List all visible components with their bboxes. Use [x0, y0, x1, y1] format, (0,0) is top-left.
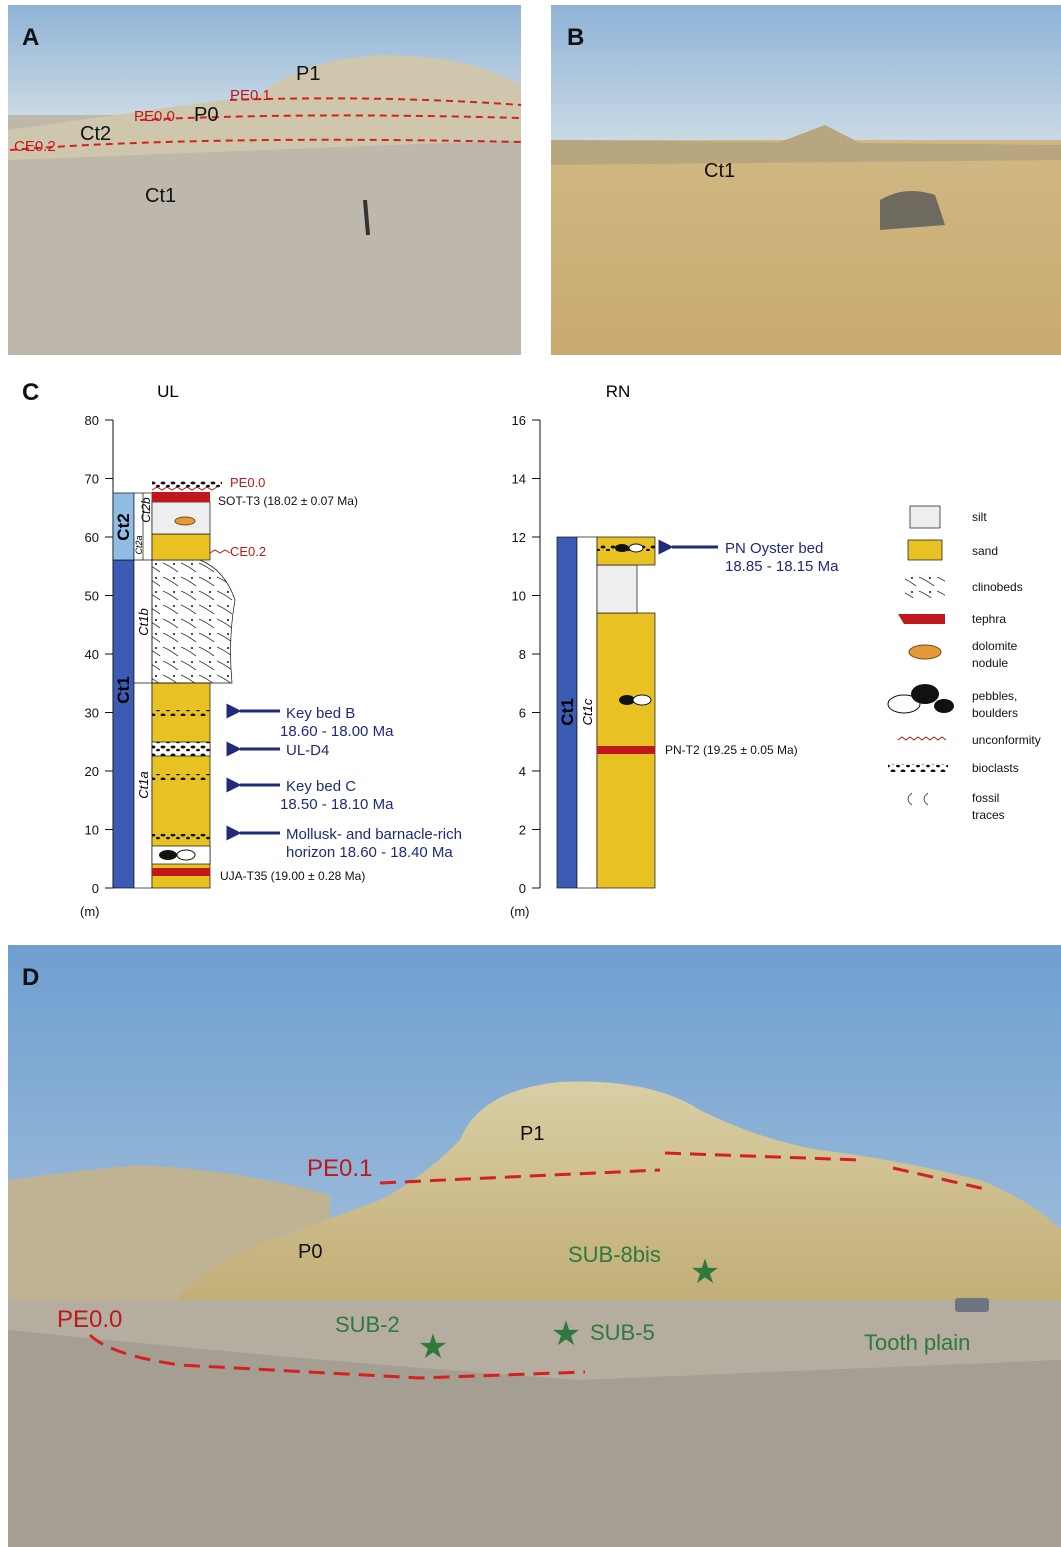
arrow-label: 18.60 - 18.00 Ma — [280, 723, 394, 740]
tick-label: 40 — [85, 647, 99, 662]
legend-label: dolomite — [972, 639, 1018, 653]
tick-label: 10 — [512, 589, 526, 604]
star: ★ — [551, 1315, 581, 1353]
photo-d: D P1 PE0.1 P0 PE0.0 SUB-8bis SUB-2 SUB-5… — [8, 945, 1061, 1547]
panel-label: B — [567, 24, 584, 51]
annotation: PE0.0 — [134, 108, 175, 125]
annotation: CE0.2 — [14, 138, 56, 155]
unit-label: (m) — [510, 904, 530, 919]
formation-label: Ct2 — [114, 513, 133, 540]
photo-b: B Ct1 — [551, 5, 1061, 355]
arrow-label: 18.85 - 18.15 Ma — [725, 558, 839, 575]
column-title: RN — [606, 382, 631, 401]
legend-label: sand — [972, 544, 998, 558]
tick-label: 0 — [519, 881, 526, 896]
tick-label: 12 — [512, 530, 526, 545]
figure: A P1 PE0.1 PE0.0 P0 Ct2 CE0.2 Ct1 B Ct1 … — [0, 0, 1061, 1547]
arrow-label: Key bed B — [286, 705, 355, 722]
annotation: Ct1 — [704, 160, 735, 182]
note: UJA-T35 (19.00 ± 0.28 Ma) — [220, 869, 365, 883]
tick-label: 0 — [92, 881, 99, 896]
subunit-label: Ct1a — [136, 771, 151, 798]
vehicle — [955, 1298, 989, 1312]
tick-label: 60 — [85, 530, 99, 545]
tick-label: 70 — [85, 472, 99, 487]
annotation: PE0.0 — [57, 1306, 122, 1333]
annotation: SUB-2 — [335, 1312, 400, 1337]
tick-label: 8 — [519, 647, 526, 662]
annotation: PE0.1 — [307, 1155, 372, 1182]
note: CE0.2 — [230, 544, 266, 559]
tick-label: 10 — [85, 823, 99, 838]
legend-label: boulders — [972, 706, 1018, 720]
note: SOT-T3 (18.02 ± 0.07 Ma) — [218, 494, 358, 508]
subunit-label: Ct1b — [136, 608, 151, 635]
legend-label: unconformity — [972, 733, 1041, 747]
tick-label: 80 — [85, 413, 99, 428]
tick-label: 16 — [512, 413, 526, 428]
annotation: Ct1 — [145, 185, 176, 207]
tick-label: 14 — [512, 472, 526, 487]
note: PE0.0 — [230, 475, 265, 490]
legend-label: bioclasts — [972, 761, 1019, 775]
panel-label: D — [22, 964, 39, 991]
legend-label: clinobeds — [972, 580, 1023, 594]
star: ★ — [690, 1253, 720, 1291]
tick-label: 50 — [85, 589, 99, 604]
annotation: SUB-5 — [590, 1320, 655, 1345]
arrow-label: Mollusk- and barnacle-rich — [286, 826, 462, 843]
star: ★ — [418, 1328, 448, 1366]
stratigraphic-columns: C UL RN (m) (m) Ct1 Ct2 Ct1a Ct1b Ct2a C… — [22, 379, 1041, 919]
photo-a: A P1 PE0.1 PE0.0 P0 Ct2 CE0.2 Ct1 — [8, 5, 521, 355]
note: PN-T2 (19.25 ± 0.05 Ma) — [665, 743, 798, 757]
legend — [888, 506, 954, 805]
tick-label: 4 — [519, 764, 526, 779]
legend-label: silt — [972, 510, 987, 524]
annotation: SUB-8bis — [568, 1242, 661, 1267]
legend-label: nodule — [972, 656, 1008, 670]
annotation: Tooth plain — [864, 1330, 970, 1355]
panel-label: C — [22, 379, 39, 406]
legend-label: fossil — [972, 791, 999, 805]
legend-label: traces — [972, 808, 1005, 822]
annotation: P0 — [194, 104, 218, 126]
arrow-label: Key bed C — [286, 778, 356, 795]
arrow-label: UL-D4 — [286, 742, 329, 759]
tick-label: 20 — [85, 764, 99, 779]
tick-label: 2 — [519, 823, 526, 838]
subunit-label: Ct2a — [134, 535, 144, 554]
tick-label: 6 — [519, 706, 526, 721]
annotation: PE0.1 — [230, 87, 271, 104]
annotation: P0 — [298, 1241, 322, 1263]
subunit-label: Ct2b — [139, 497, 153, 523]
column-title: UL — [157, 382, 179, 401]
annotation: P1 — [520, 1123, 544, 1145]
arrow-label: 18.50 - 18.10 Ma — [280, 796, 394, 813]
annotation: Ct2 — [80, 123, 111, 145]
formation-label: Ct1 — [114, 676, 133, 703]
legend-label: pebbles, — [972, 689, 1017, 703]
unit-label: (m) — [80, 904, 100, 919]
subunit-label: Ct1c — [580, 698, 595, 725]
tick-label: 30 — [85, 706, 99, 721]
arrow-label: horizon 18.60 - 18.40 Ma — [286, 844, 453, 861]
arrow-label: PN Oyster bed — [725, 540, 823, 557]
annotation: P1 — [296, 63, 320, 85]
panel-label: A — [22, 24, 39, 51]
formation-label: Ct1 — [558, 698, 577, 725]
legend-label: tephra — [972, 612, 1006, 626]
